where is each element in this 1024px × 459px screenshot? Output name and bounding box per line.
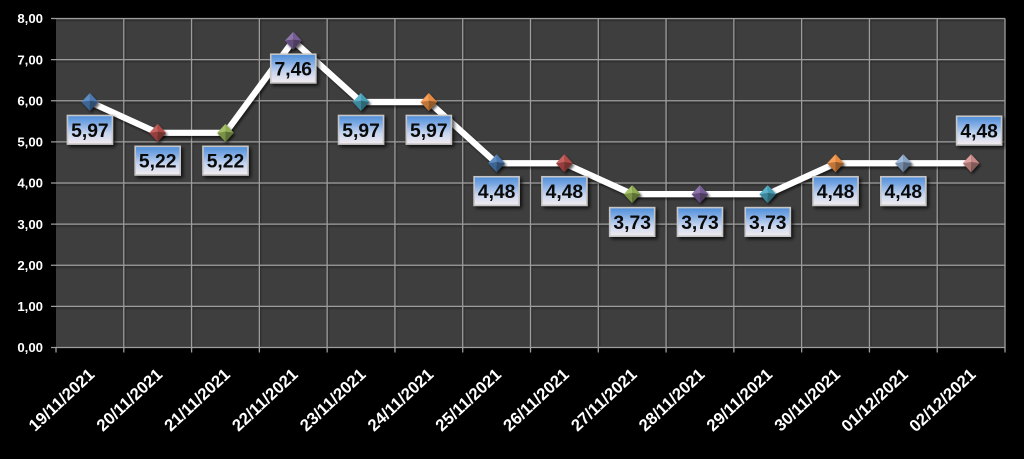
svg-text:4,48: 4,48 [546, 182, 584, 203]
svg-text:4,48: 4,48 [817, 182, 855, 203]
svg-text:3,73: 3,73 [749, 213, 787, 234]
svg-text:2,00: 2,00 [17, 258, 43, 273]
svg-text:4,48: 4,48 [478, 182, 516, 203]
svg-text:6,00: 6,00 [17, 93, 43, 108]
svg-text:4,48: 4,48 [960, 122, 998, 143]
svg-text:5,97: 5,97 [410, 121, 448, 142]
svg-text:5,22: 5,22 [207, 152, 245, 173]
svg-text:3,73: 3,73 [613, 213, 651, 234]
svg-text:0,00: 0,00 [17, 340, 43, 355]
svg-text:3,00: 3,00 [17, 217, 43, 232]
svg-text:5,97: 5,97 [71, 121, 109, 142]
svg-text:4,48: 4,48 [885, 182, 923, 203]
svg-text:3,73: 3,73 [681, 213, 719, 234]
svg-text:5,97: 5,97 [342, 121, 380, 142]
svg-text:7,46: 7,46 [274, 60, 312, 81]
svg-text:7,00: 7,00 [17, 52, 43, 67]
svg-text:5,22: 5,22 [139, 152, 177, 173]
svg-text:4,00: 4,00 [17, 176, 43, 191]
svg-text:1,00: 1,00 [17, 299, 43, 314]
svg-text:8,00: 8,00 [17, 11, 43, 26]
svg-text:5,00: 5,00 [17, 135, 43, 150]
